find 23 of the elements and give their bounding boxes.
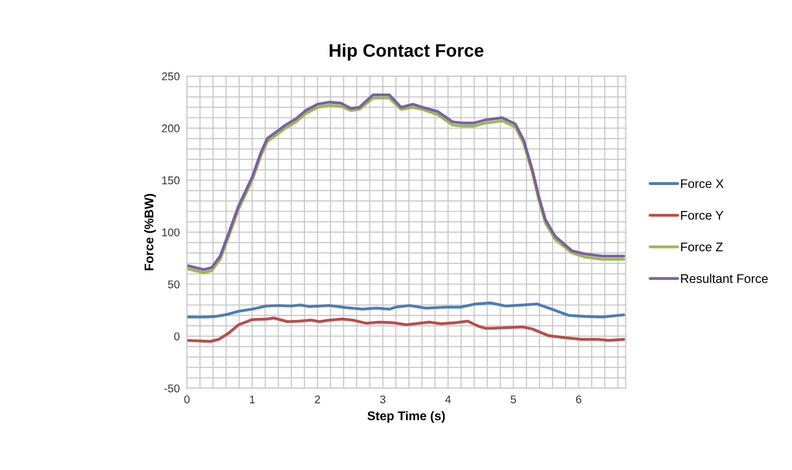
y-tick-label: 250 [162,72,180,80]
y-tick-label: 0 [174,332,180,340]
x-tick-label: 4 [445,396,451,404]
legend-label: Resultant Force [681,274,768,284]
y-axis-title: Force (%BW) [144,194,156,270]
x-tick-label: 5 [510,396,516,404]
x-axis-title: Step Time (s) [368,411,445,423]
y-tick-label: -50 [164,384,180,392]
x-tick-label: 3 [380,395,386,404]
legend-label: Force X [681,179,724,188]
legend-label: Force Z [681,242,723,252]
y-tick-label: 150 [162,176,180,184]
y-tick-label: 50 [168,280,180,288]
x-tick-label: 2 [314,395,320,404]
x-tick-label: 0 [184,395,190,404]
chart-title: Hip Contact Force [330,44,484,60]
x-tick-label: 6 [576,395,582,404]
legend-label: Force Y [681,210,724,220]
line-series [186,316,626,343]
y-tick-label: 100 [162,228,180,236]
y-tick-label: 200 [162,124,180,132]
x-tick-label: 1 [250,396,255,404]
line-series [186,302,626,318]
